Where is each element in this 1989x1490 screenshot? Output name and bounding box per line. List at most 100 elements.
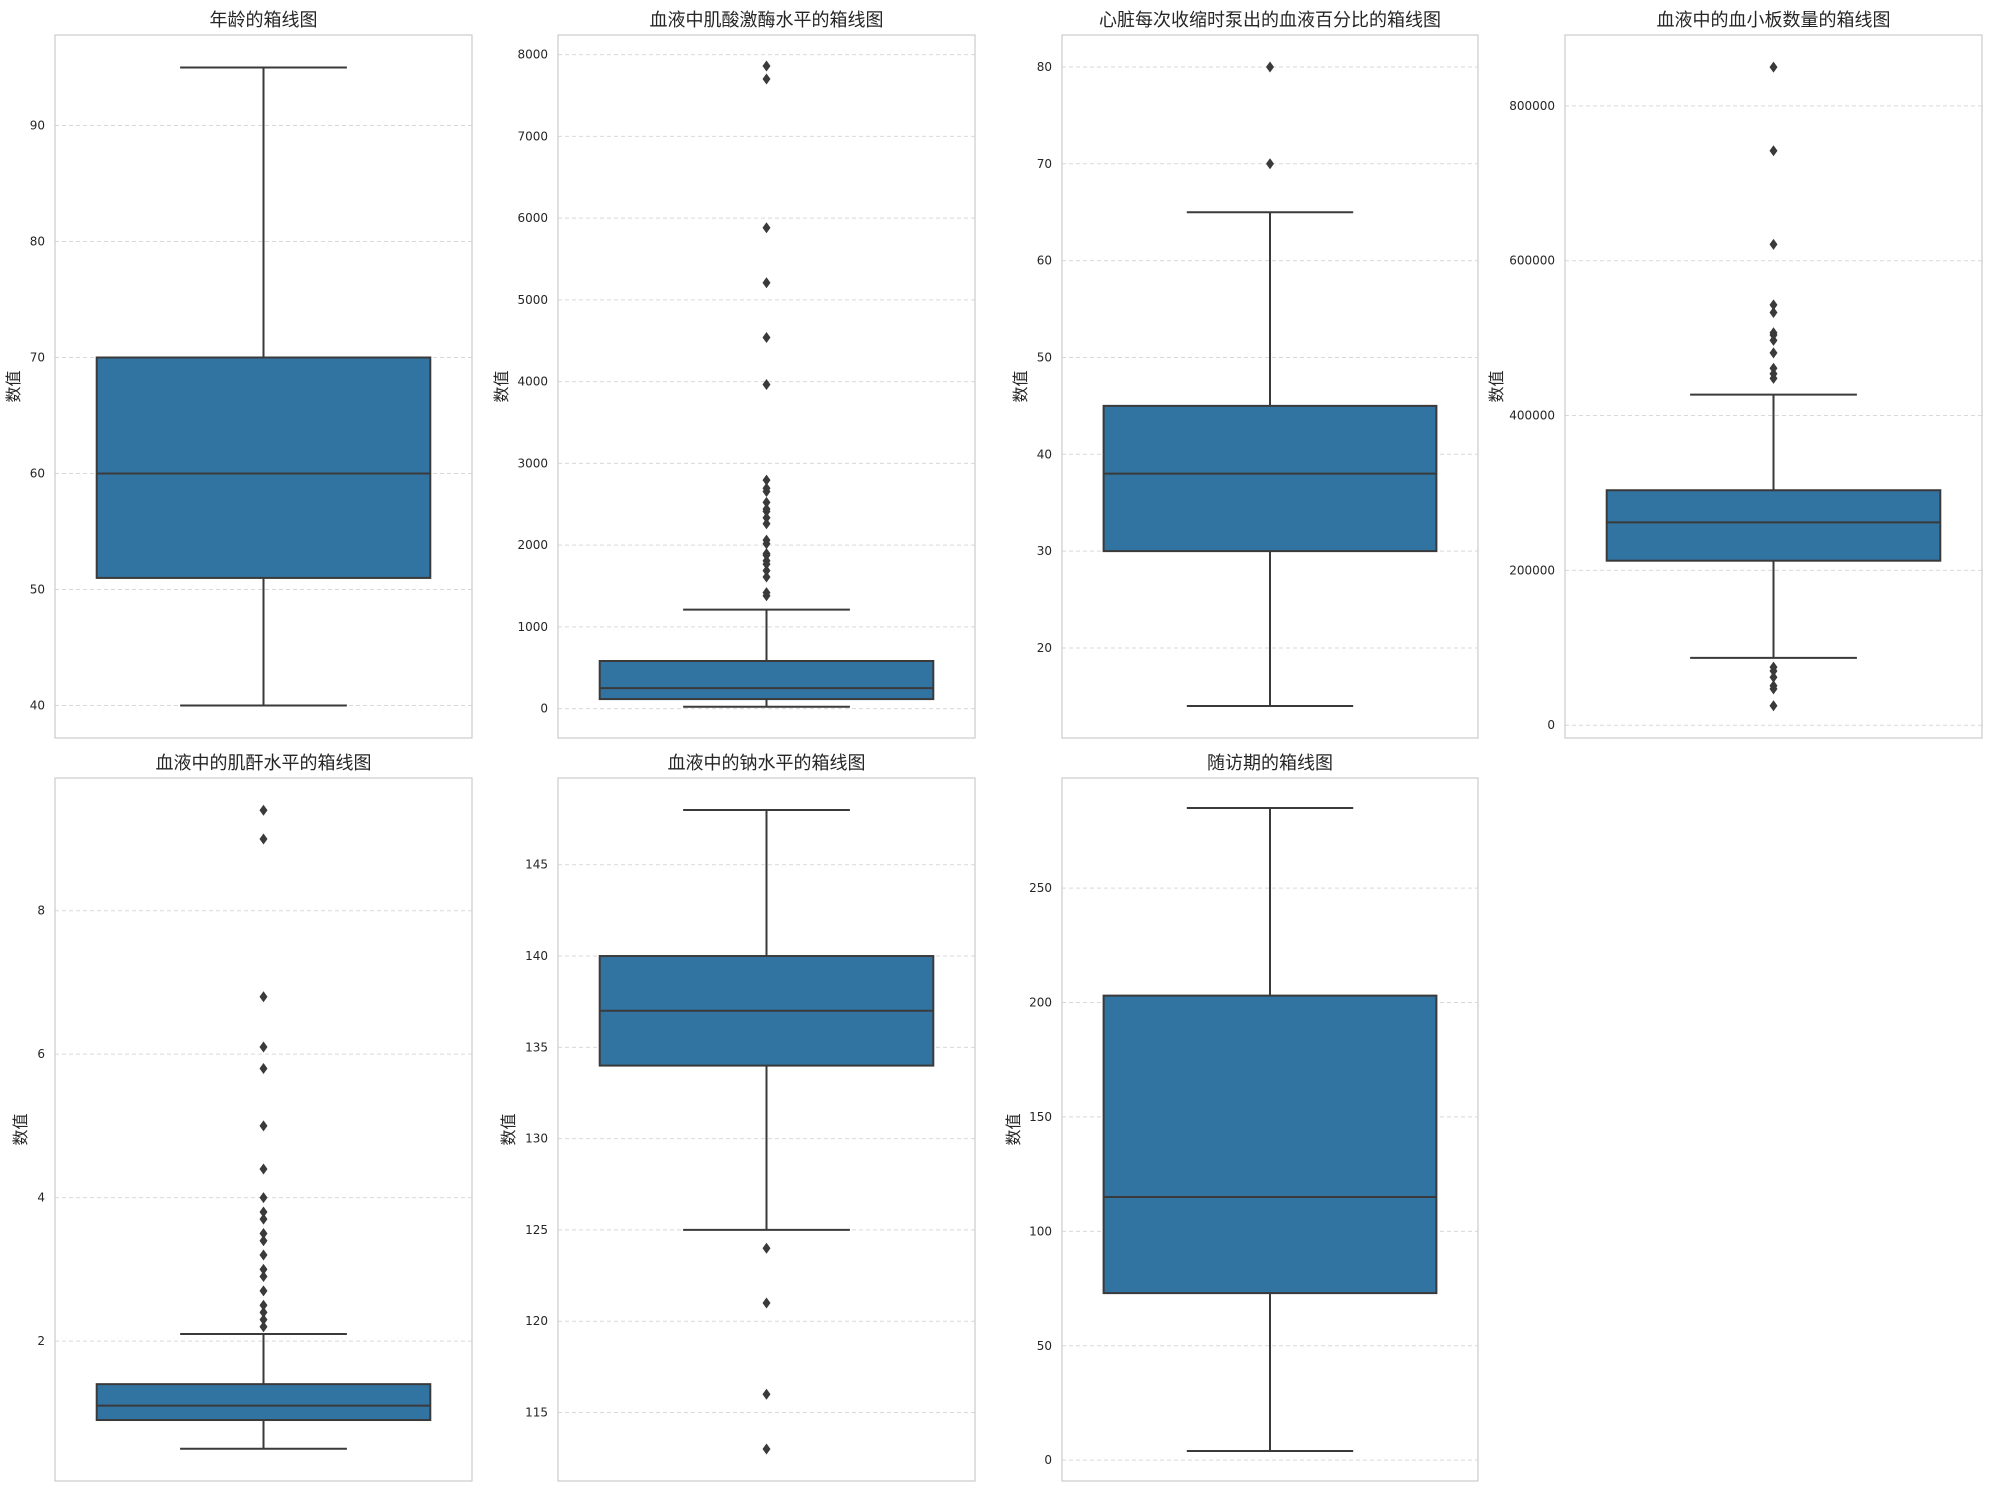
outlier-point: [762, 60, 771, 72]
outlier-point: [1769, 671, 1778, 683]
outlier-point: [762, 1297, 771, 1309]
iqr-box: [598, 659, 935, 701]
chart-title: 血液中的肌酐水平的箱线图: [156, 753, 372, 774]
y-tick-label: 6: [37, 1047, 45, 1061]
y-tick-label: 0: [1547, 718, 1555, 732]
axes-frame: [557, 777, 976, 1482]
y-axis-label: 数值: [492, 370, 511, 402]
y-tick-label: 400000: [1509, 409, 1555, 423]
outlier-point: [259, 1306, 268, 1318]
axes-frame: [1564, 34, 1983, 739]
outlier-point: [1266, 61, 1274, 73]
y-tick-label: 0: [540, 702, 548, 716]
chart-title: 血液中肌酸激酶水平的箱线图: [650, 10, 884, 31]
outlier-point: [259, 991, 268, 1003]
y-tick-label: 90: [30, 118, 45, 132]
y-tick-label: 150: [1029, 1110, 1052, 1124]
y-tick-label: 40: [30, 699, 45, 713]
y-tick-label: 2000: [517, 538, 548, 552]
y-axis-label: 数值: [11, 1113, 30, 1145]
outlier-point: [1769, 661, 1778, 673]
outlier-point: [259, 1120, 268, 1132]
y-tick-label: 50: [30, 583, 45, 597]
y-tick-label: 120: [525, 1314, 548, 1328]
iqr-box: [95, 1383, 432, 1422]
iqr-box: [1102, 994, 1438, 1295]
chart-panel-4: 0 200000 400000 600000 800000 数值 血液中的血小板数量的箱线图: [1487, 10, 1983, 739]
y-tick-label: 145: [525, 858, 548, 872]
y-tick-label: 4000: [517, 375, 548, 389]
outlier-point: [259, 1321, 268, 1333]
outlier-point: [762, 331, 771, 343]
y-tick-label: 50: [1037, 1339, 1052, 1353]
outlier-point: [259, 1285, 268, 1297]
y-tick-label: 3000: [517, 456, 548, 470]
y-tick-label: 1000: [517, 620, 548, 634]
y-tick-label: 60: [1037, 254, 1052, 268]
outlier-point: [762, 474, 771, 486]
y-tick-label: 130: [525, 1132, 548, 1146]
y-tick-label: 30: [1037, 544, 1052, 558]
outlier-point: [762, 222, 771, 234]
chart-title: 血液中的血小板数量的箱线图: [1657, 10, 1891, 31]
outlier-point: [259, 1271, 268, 1283]
y-tick-label: 80: [30, 234, 45, 248]
y-axis-label: 数值: [499, 1113, 518, 1145]
outlier-point: [762, 1388, 771, 1400]
y-tick-label: 250: [1029, 881, 1052, 895]
y-axis-label: 数值: [1004, 1113, 1023, 1145]
outlier-point: [762, 565, 771, 577]
chart-title: 随访期的箱线图: [1207, 753, 1333, 774]
y-tick-label: 70: [30, 350, 45, 364]
outlier-point: [762, 73, 771, 85]
y-tick-label: 20: [1037, 641, 1052, 655]
y-axis-label: 数值: [4, 370, 23, 402]
outlier-point: [259, 1041, 268, 1053]
outlier-point: [259, 1206, 268, 1218]
chart-panel-7: 0 50 100 150 200 250 数值 随访期的箱线图: [1004, 753, 1479, 1482]
outlier-point: [762, 512, 771, 524]
y-tick-label: 8000: [517, 48, 548, 62]
y-tick-label: 80: [1037, 60, 1052, 74]
y-tick-label: 200000: [1509, 563, 1555, 577]
outlier-point: [762, 587, 771, 599]
y-tick-label: 7000: [517, 129, 548, 143]
outlier-point: [1769, 347, 1778, 359]
y-tick-label: 140: [525, 949, 548, 963]
outlier-point: [259, 1228, 268, 1240]
y-tick-label: 8: [37, 904, 45, 918]
outlier-point: [762, 379, 771, 391]
y-tick-label: 4: [37, 1191, 45, 1205]
y-tick-label: 70: [1037, 157, 1052, 171]
outlier-point: [1769, 238, 1778, 250]
outlier-point: [762, 555, 771, 567]
chart-panel-2: 0 1000 2000 3000 4000 5000 6000 7000 8000 数值 血液中肌酸…: [492, 10, 976, 739]
outlier-point: [259, 1063, 268, 1075]
outlier-point: [259, 1249, 268, 1261]
outlier-point: [1769, 327, 1778, 339]
outlier-point: [259, 804, 268, 816]
y-tick-label: 600000: [1509, 254, 1555, 268]
outlier-point: [259, 1213, 268, 1225]
outlier-point: [1769, 362, 1778, 374]
outlier-point: [259, 1314, 268, 1326]
y-tick-label: 115: [525, 1406, 548, 1420]
y-tick-label: 135: [525, 1040, 548, 1054]
y-tick-label: 2: [37, 1334, 45, 1348]
axes-frame: [557, 34, 976, 739]
axes-frame: [54, 777, 473, 1482]
chart-panel-1: 40 50 60 70 80 90 数值 年龄的箱线图: [4, 10, 473, 739]
outlier-point: [259, 1235, 268, 1247]
y-tick-label: 5000: [517, 293, 548, 307]
outlier-point: [762, 503, 771, 515]
chart-title: 年龄的箱线图: [210, 10, 318, 31]
y-tick-label: 200: [1029, 995, 1052, 1009]
outlier-point: [762, 277, 771, 289]
outlier-point: [762, 496, 771, 508]
outlier-point: [1769, 299, 1778, 311]
iqr-box: [95, 356, 432, 579]
outlier-point: [259, 1299, 268, 1311]
outlier-point: [1266, 158, 1274, 170]
chart-title: 血液中的钠水平的箱线图: [668, 753, 866, 774]
axes-frame: [54, 34, 473, 739]
